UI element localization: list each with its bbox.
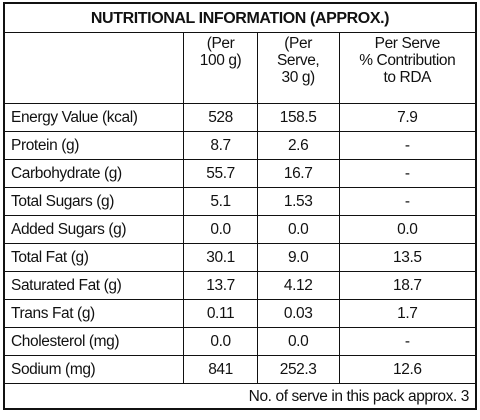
title-row: NUTRITIONAL INFORMATION (APPROX.) (3, 2, 477, 33)
table-row: Cholesterol (mg) 0.0 0.0- (3, 327, 477, 356)
value-cell: - (338, 327, 477, 356)
table-row: Total Fat (g) 30.1 9.0 13.5 (3, 243, 477, 272)
value-cell: 0.0 (338, 215, 477, 244)
value-cell: 12.6 (338, 355, 477, 384)
footer-note: No. of serve in this pack approx. 3 (3, 383, 477, 410)
value-cell: 0.0 (183, 327, 258, 356)
value-cell: 0.11 (183, 299, 258, 328)
header-cell: Per Serve % Contribution to RDA (338, 32, 477, 104)
header-row: (Per 100 g) (Per Serve, 30 g) Per Serve % … (3, 32, 477, 104)
table-row: Trans Fat (g) 0.11 0.03 1.7 (3, 299, 477, 328)
value-cell: 7.9 (338, 103, 477, 132)
value-cell: 2.6 (256, 131, 340, 160)
header-cell: (Per Serve, 30 g) (256, 32, 340, 104)
nutrient-name: Protein (g) (3, 131, 185, 160)
table-row: Energy Value (kcal) 528 158.5 7.9 (3, 103, 477, 132)
value-cell: 0.0 (256, 327, 340, 356)
value-cell: 8.7 (183, 131, 258, 160)
table-row: Saturated Fat (g) 13.7 4.12 18.7 (3, 271, 477, 300)
value-cell: 4.12 (256, 271, 340, 300)
value-cell: 30.1 (183, 243, 258, 272)
value-cell: 0.0 (183, 215, 258, 244)
value-cell: - (338, 131, 477, 160)
table-row: Total Sugars (g) 5.1 1.53- (3, 187, 477, 216)
value-cell: 0.03 (256, 299, 340, 328)
value-cell: 9.0 (256, 243, 340, 272)
value-cell: 158.5 (256, 103, 340, 132)
nutrient-name: Sodium (mg) (3, 355, 185, 384)
value-cell: 13.7 (183, 271, 258, 300)
value-cell: 252.3 (256, 355, 340, 384)
value-cell: - (338, 159, 477, 188)
value-cell: 841 (183, 355, 258, 384)
nutrient-name: Cholesterol (mg) (3, 327, 185, 356)
nutrient-name: Saturated Fat (g) (3, 271, 185, 300)
value-cell: 5.1 (183, 187, 258, 216)
header-cell (3, 32, 185, 104)
nutrient-name: Energy Value (kcal) (3, 103, 185, 132)
table-row: Protein (g) 8.7 2.6- (3, 131, 477, 160)
value-cell: 1.7 (338, 299, 477, 328)
table-row: Added Sugars (g) 0.0 0.0 0.0 (3, 215, 477, 244)
table-body: NUTRITIONAL INFORMATION (APPROX.) (Per 1… (3, 2, 477, 410)
header-cell: (Per 100 g) (183, 32, 258, 104)
nutrient-name: Added Sugars (g) (3, 215, 185, 244)
value-cell: 18.7 (338, 271, 477, 300)
table-row: Carbohydrate (g) 55.7 16.7- (3, 159, 477, 188)
nutrient-name: Total Sugars (g) (3, 187, 185, 216)
value-cell: 528 (183, 103, 258, 132)
table-title: NUTRITIONAL INFORMATION (APPROX.) (3, 2, 477, 33)
value-cell: 16.7 (256, 159, 340, 188)
value-cell: 13.5 (338, 243, 477, 272)
value-cell: - (338, 187, 477, 216)
nutrient-name: Trans Fat (g) (3, 299, 185, 328)
nutrient-name: Total Fat (g) (3, 243, 185, 272)
nutrient-name: Carbohydrate (g) (3, 159, 185, 188)
value-cell: 0.0 (256, 215, 340, 244)
nutrition-table: NUTRITIONAL INFORMATION (APPROX.) (Per 1… (3, 2, 477, 410)
table-row: Sodium (mg) 841 252.3 12.6 (3, 355, 477, 384)
value-cell: 55.7 (183, 159, 258, 188)
value-cell: 1.53 (256, 187, 340, 216)
footer-row: No. of serve in this pack approx. 3 (3, 383, 477, 410)
